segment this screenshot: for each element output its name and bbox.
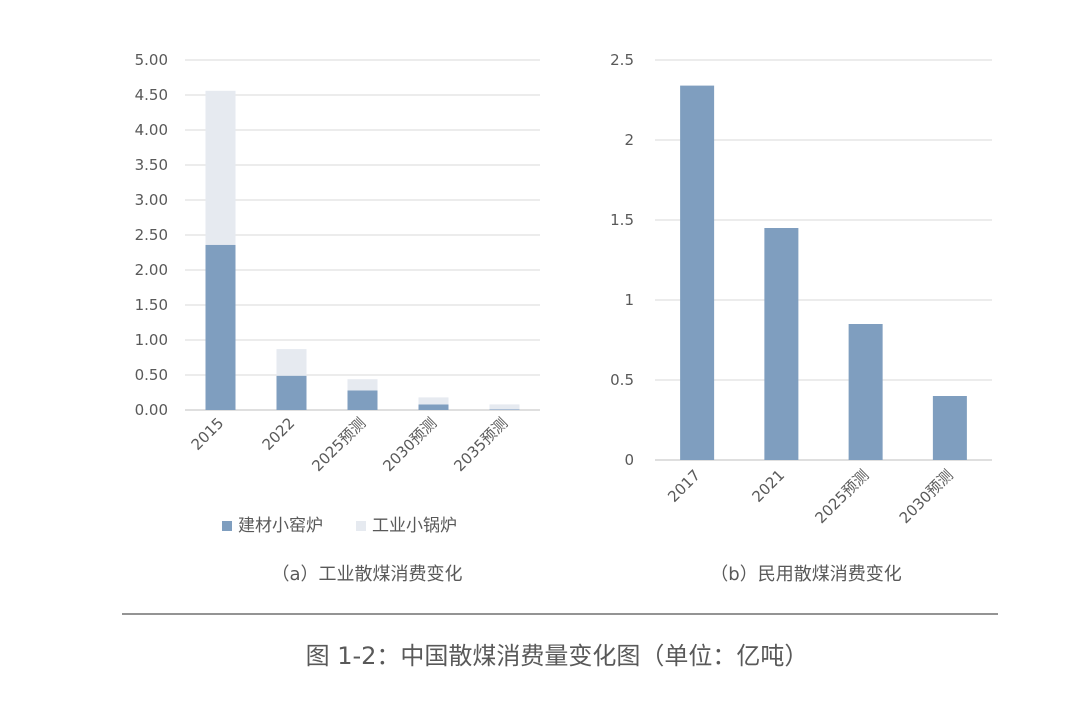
bar bbox=[680, 85, 715, 460]
bar bbox=[205, 90, 236, 245]
chart-subtitle: （a）工业散煤消费变化 bbox=[271, 564, 462, 585]
legend-swatch bbox=[356, 521, 366, 531]
chart-subtitle: （b）民用散煤消费变化 bbox=[710, 564, 901, 585]
x-tick-label: 2035预测 bbox=[450, 414, 511, 475]
legend-label: 工业小锅炉 bbox=[372, 516, 457, 536]
bar bbox=[764, 228, 799, 460]
y-tick-label: 0.50 bbox=[135, 366, 168, 384]
y-tick-label: 1.5 bbox=[610, 211, 634, 229]
bar bbox=[276, 349, 307, 376]
x-tick-label: 2022 bbox=[259, 414, 299, 454]
x-tick-label: 2030预测 bbox=[896, 466, 957, 527]
y-tick-label: 3.50 bbox=[135, 156, 168, 174]
legend-swatch bbox=[222, 521, 232, 531]
x-tick-label: 2015 bbox=[188, 414, 228, 454]
y-tick-label: 2 bbox=[624, 131, 634, 149]
bar bbox=[418, 404, 449, 410]
y-tick-label: 0.5 bbox=[610, 371, 634, 389]
y-tick-label: 0 bbox=[624, 451, 634, 469]
x-tick-label: 2030预测 bbox=[379, 414, 440, 475]
x-tick-label: 2025预测 bbox=[308, 414, 369, 475]
bar bbox=[489, 404, 520, 410]
bar bbox=[347, 379, 378, 391]
bar bbox=[347, 390, 378, 410]
chart-b: 0 0.5 1 1.5 2 2.5 2017 2021 2025预测 2030预测 （b）民用散煤消… bbox=[610, 51, 992, 585]
chart-a: 0.00 0.50 1.00 1.50 2.00 2.50 3.00 3.50 4.00 4.50… bbox=[135, 51, 540, 585]
y-tick-label: 2.00 bbox=[135, 261, 168, 279]
y-tick-label: 5.00 bbox=[135, 51, 168, 69]
bar bbox=[205, 244, 236, 410]
x-tick-label: 2017 bbox=[664, 466, 704, 506]
x-tick-label: 2021 bbox=[748, 466, 788, 506]
bar bbox=[489, 409, 520, 410]
legend-label: 建材小窑炉 bbox=[238, 516, 323, 536]
bar bbox=[418, 397, 449, 405]
y-tick-label: 4.50 bbox=[135, 86, 168, 104]
bar bbox=[932, 396, 967, 460]
bar bbox=[848, 324, 883, 460]
y-tick-label: 1.50 bbox=[135, 296, 168, 314]
y-tick-label: 0.00 bbox=[135, 401, 168, 419]
y-tick-label: 4.00 bbox=[135, 121, 168, 139]
y-tick-label: 2.5 bbox=[610, 51, 634, 69]
figure-caption: 图 1-2：中国散煤消费量变化图（单位：亿吨） bbox=[306, 642, 809, 670]
x-tick-label: 2025预测 bbox=[812, 466, 873, 527]
y-tick-label: 2.50 bbox=[135, 226, 168, 244]
bar bbox=[276, 375, 307, 410]
y-tick-label: 3.00 bbox=[135, 191, 168, 209]
y-tick-label: 1 bbox=[624, 291, 634, 309]
y-tick-label: 1.00 bbox=[135, 331, 168, 349]
